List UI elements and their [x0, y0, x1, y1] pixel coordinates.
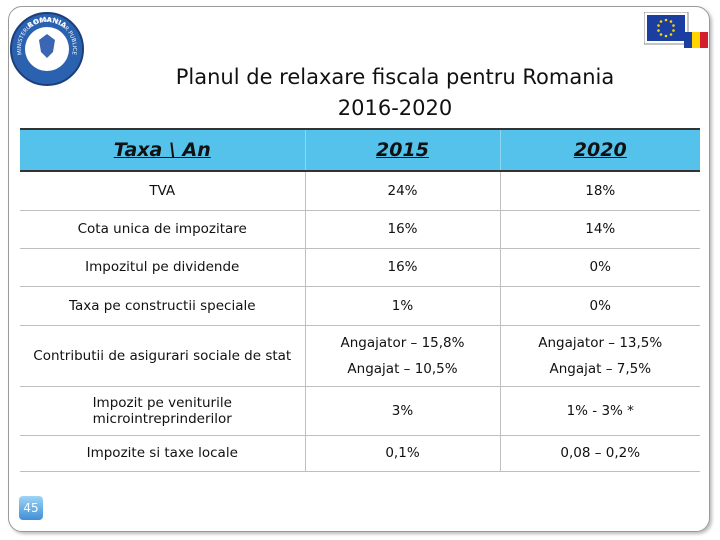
- header-cell: 2020: [499, 128, 700, 172]
- cell-line: Angajator – 13,5%: [538, 334, 663, 351]
- table-row: TVA 24% 18%: [20, 171, 700, 211]
- header-cell: Taxa \ An: [20, 128, 305, 172]
- table-cell: 16%: [304, 210, 500, 249]
- table-cell: Impozite si taxe locale: [20, 435, 305, 472]
- tax-table: Taxa \ An 2015 2020 TVA 24% 18% Cota unica de…: [20, 128, 700, 472]
- table-cell: Taxa pe constructii speciale: [20, 286, 305, 326]
- table-cell: 1%: [304, 286, 500, 326]
- header-row: Taxa \ An 2015 2020: [20, 128, 700, 172]
- flags: [644, 12, 708, 48]
- table-cell: Impozitul pe dividende: [20, 248, 305, 287]
- table-row: Impozit pe veniturile microintreprinderi…: [20, 386, 700, 436]
- table-cell: 0%: [499, 248, 700, 287]
- slide-frame: [8, 6, 710, 532]
- table-cell: 16%: [304, 248, 500, 287]
- table-row: Impozite si taxe locale 0,1% 0,08 – 0,2%: [20, 435, 700, 472]
- slide-title: Planul de relaxare fiscala pentru Romani…: [100, 62, 690, 124]
- table-cell: Contributii de asigurari sociale de stat: [20, 325, 305, 387]
- table-row: Impozitul pe dividende 16% 0%: [20, 248, 700, 287]
- table-cell: Angajator – 15,8% Angajat – 10,5%: [304, 325, 500, 387]
- table-cell: 14%: [499, 210, 700, 249]
- table-cell: 1% - 3% *: [499, 386, 700, 436]
- table-cell: 0%: [499, 286, 700, 326]
- title-line: Planul de relaxare fiscala pentru Romani…: [175, 65, 615, 89]
- title-line: 2016-2020: [337, 96, 453, 120]
- table-cell: 0,1%: [304, 435, 500, 472]
- cell-line: Angajat – 10,5%: [347, 360, 458, 377]
- table-cell: 24%: [304, 171, 500, 211]
- table-cell: Angajator – 13,5% Angajat – 7,5%: [499, 325, 700, 387]
- cell-line: Angajator – 15,8%: [340, 334, 465, 351]
- table-row: Contributii de asigurari sociale de stat…: [20, 325, 700, 387]
- table-cell: Cota unica de impozitare: [20, 210, 305, 249]
- cell-line: Angajat – 7,5%: [549, 360, 652, 377]
- table-row: Cota unica de impozitare 16% 14%: [20, 210, 700, 249]
- table-cell: 0,08 – 0,2%: [499, 435, 700, 472]
- logo: ROMANIA MINISTERUL FINANTELOR PUBLICE: [10, 12, 84, 86]
- table-cell: Impozit pe veniturile microintreprinderi…: [20, 386, 305, 436]
- table-cell: 3%: [304, 386, 500, 436]
- page-number: 45: [19, 496, 43, 520]
- table-cell: TVA: [20, 171, 305, 211]
- table-row: Taxa pe constructii speciale 1% 0%: [20, 286, 700, 326]
- table-cell: 18%: [499, 171, 700, 211]
- header-cell: 2015: [304, 128, 500, 172]
